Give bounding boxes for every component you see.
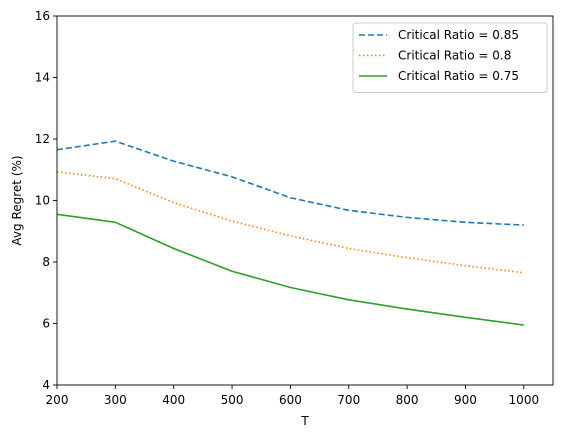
series-line-3 — [56, 213, 524, 326]
y-tick-label: 12 — [35, 132, 50, 146]
x-tick-label: 500 — [221, 393, 244, 407]
y-tick-label: 10 — [35, 194, 50, 208]
x-tick-label: 200 — [46, 393, 69, 407]
x-tick-label: 600 — [279, 393, 302, 407]
series-line-2 — [56, 171, 524, 274]
x-tick-label: 400 — [162, 393, 185, 407]
legend-label-2: Critical Ratio = 0.8 — [398, 49, 511, 63]
legend-label-1: Critical Ratio = 0.85 — [398, 28, 519, 42]
x-axis-title: T — [300, 414, 309, 428]
y-axis-title: Avg Regret (%) — [10, 155, 24, 245]
y-tick-label: 6 — [42, 317, 50, 331]
axes-layer: 200 300 400 500 600 700 800 900 1000 4 6 8 10 12 14 16 — [35, 9, 554, 407]
y-tick-label: 16 — [35, 9, 50, 23]
y-tick-label: 14 — [35, 71, 50, 85]
x-tick-label: 700 — [337, 393, 360, 407]
legend-label-3: Critical Ratio = 0.75 — [398, 69, 519, 83]
series-layer — [56, 140, 524, 326]
x-tick-label: 800 — [396, 393, 419, 407]
legend: Critical Ratio = 0.85 Critical Ratio = 0.… — [352, 22, 548, 93]
x-tick-label: 900 — [454, 393, 477, 407]
legend-box — [352, 22, 548, 93]
y-tick-label: 8 — [42, 255, 50, 269]
x-tick-label: 1000 — [509, 393, 540, 407]
series-line-1 — [56, 140, 524, 226]
x-tick-label: 300 — [104, 393, 127, 407]
y-tick-label: 4 — [42, 378, 50, 392]
